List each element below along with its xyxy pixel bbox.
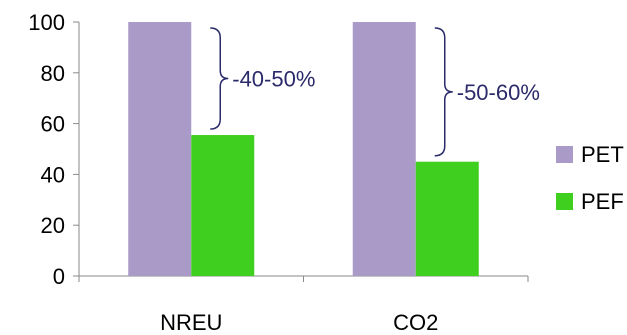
y-tick-labels: 0 20 40 60 80 100 — [28, 10, 65, 289]
bar-pef-nreu — [191, 135, 255, 276]
annotations: -40-50% -50-60% — [210, 27, 540, 157]
y-tick-label: 60 — [41, 112, 65, 137]
legend: PET PEF — [556, 142, 624, 214]
annotation-label: -40-50% — [232, 67, 315, 92]
category-label: CO2 — [393, 310, 438, 335]
bar-pef-co2 — [415, 161, 479, 276]
y-tick-label: 100 — [28, 10, 65, 35]
annotation-bracket — [210, 27, 229, 130]
bar-pet-co2 — [352, 22, 416, 276]
legend-label: PET — [581, 142, 624, 167]
category-labels: NREU CO2 — [160, 310, 438, 335]
y-tick-label: 20 — [41, 213, 65, 238]
y-tick-label: 40 — [41, 162, 65, 187]
bars — [128, 22, 479, 276]
y-tick-label: 0 — [53, 264, 65, 289]
annotation-label: -50-60% — [457, 80, 540, 105]
annotation-bracket — [434, 27, 453, 157]
category-label: NREU — [160, 310, 222, 335]
y-tick-label: 80 — [41, 61, 65, 86]
legend-swatch-pet — [556, 146, 573, 163]
legend-swatch-pef — [556, 193, 573, 210]
legend-label: PEF — [581, 189, 624, 214]
bar-pet-nreu — [128, 22, 192, 276]
